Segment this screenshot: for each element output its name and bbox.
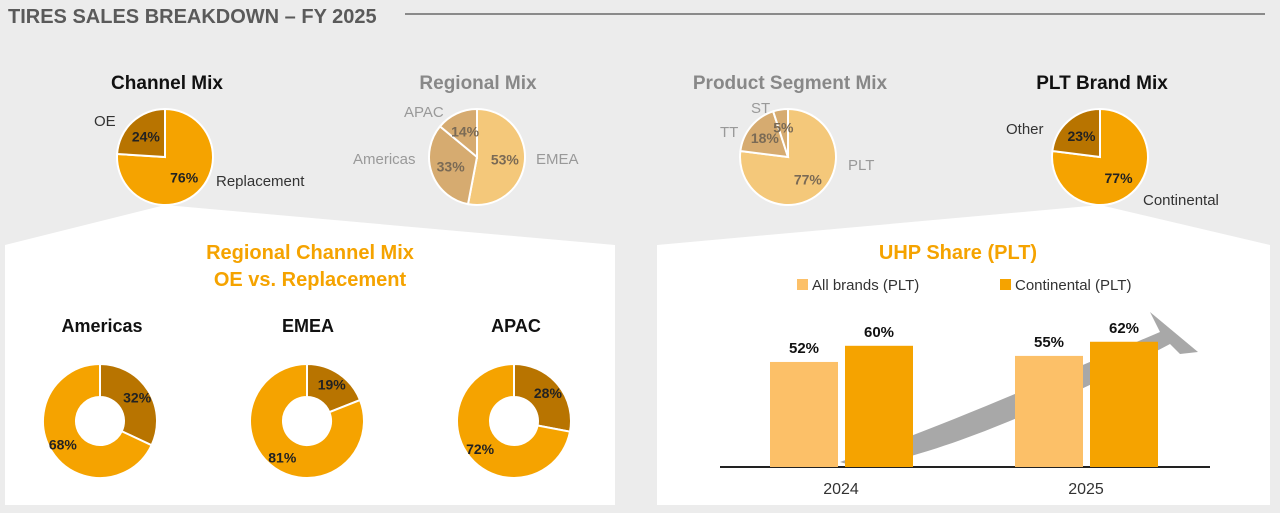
plt-brand-slice xyxy=(1051,107,1101,159)
channel-mix-slice xyxy=(116,107,166,159)
donut-apac-slice xyxy=(513,362,572,433)
bar xyxy=(770,361,838,467)
channel-mix-title: Channel Mix xyxy=(111,73,223,94)
donut-title-apac: APAC xyxy=(491,316,541,336)
x-tick-2025: 2025 xyxy=(1068,481,1104,498)
product-segment-data-label: 5% xyxy=(773,119,794,135)
title-divider xyxy=(405,13,1265,15)
product-segment-data-label: 18% xyxy=(751,130,780,146)
label-oe: OE xyxy=(94,113,116,130)
product-segment-data-label: 77% xyxy=(794,172,823,188)
plt-brand-slice xyxy=(1051,107,1149,206)
label-st: ST xyxy=(751,100,771,117)
donut-emea-slice xyxy=(249,362,365,479)
channel-mix-data-label: 24% xyxy=(132,129,161,145)
page-title: TIRES SALES BREAKDOWN – FY 2025 xyxy=(8,6,377,28)
label-plt: PLT xyxy=(848,157,875,174)
label-apac: APAC xyxy=(404,104,444,121)
legend-all-brands: All brands (PLT) xyxy=(797,277,919,294)
donut-title-americas: Americas xyxy=(61,316,143,336)
x-tick-2024: 2024 xyxy=(823,481,859,498)
product-segment-mix-title: Product Segment Mix xyxy=(692,73,888,94)
donut-emea-data-label: 19% xyxy=(318,377,347,393)
uhp-title: UHP Share (PLT) xyxy=(878,242,1038,264)
label-replacement: Replacement xyxy=(216,173,305,190)
bar-data-label: 62% xyxy=(1109,320,1139,337)
donut-americas-data-label: 32% xyxy=(123,389,152,405)
legend-swatch xyxy=(1000,279,1011,290)
regional-mix-title: Regional Mix xyxy=(419,73,537,94)
bar-data-label: 52% xyxy=(789,340,819,357)
label-continental: Continental xyxy=(1143,192,1219,209)
donut-apac-data-label: 28% xyxy=(534,385,563,401)
donut-apac-slice xyxy=(456,362,572,479)
donut-americas-slice xyxy=(42,362,153,479)
legend-label: All brands (PLT) xyxy=(812,277,920,294)
legend-continental: Continental (PLT) xyxy=(1000,277,1131,294)
growth-arrow-icon xyxy=(840,312,1198,468)
donut-americas-slice xyxy=(99,362,158,447)
bar xyxy=(845,345,913,467)
donut-americas-data-label: 68% xyxy=(49,437,78,453)
plt-brand-mix-title: PLT Brand Mix xyxy=(1036,73,1168,94)
bar xyxy=(1090,341,1158,467)
plt-brand-data-label: 77% xyxy=(1105,170,1134,186)
label-tt: TT xyxy=(720,124,739,141)
regional-channel-title: Regional Channel Mix xyxy=(206,242,414,264)
product-segment-slice xyxy=(771,107,789,158)
product-segment-slice xyxy=(739,107,837,206)
label-emea: EMEA xyxy=(536,151,579,168)
bar-data-label: 60% xyxy=(864,324,894,341)
regional-mix-slice xyxy=(438,107,478,160)
regional-mix-data-label: 53% xyxy=(491,152,520,168)
label-americas: Americas xyxy=(353,151,416,168)
bar-data-label: 55% xyxy=(1034,334,1064,351)
legend-label: Continental (PLT) xyxy=(1015,277,1132,294)
donut-title-emea: EMEA xyxy=(281,316,335,336)
legend-swatch xyxy=(797,279,808,290)
label-other: Other xyxy=(1006,121,1044,138)
regional-mix-slice xyxy=(466,107,526,206)
channel-mix-data-label: 76% xyxy=(170,169,199,185)
donut-apac-data-label: 72% xyxy=(466,441,495,457)
donut-emea-data-label: 81% xyxy=(268,449,297,465)
plt-brand-data-label: 23% xyxy=(1067,128,1096,144)
regional-mix-slice xyxy=(428,124,479,206)
regional-mix-data-label: 14% xyxy=(451,124,480,140)
bar xyxy=(1015,355,1083,467)
regional-mix-data-label: 33% xyxy=(437,158,466,174)
regional-channel-subtitle: OE vs. Replacement xyxy=(213,269,407,291)
